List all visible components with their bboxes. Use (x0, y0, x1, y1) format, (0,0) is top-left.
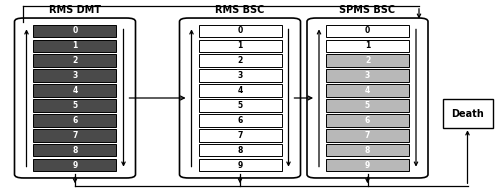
FancyBboxPatch shape (34, 84, 116, 97)
FancyBboxPatch shape (14, 18, 136, 178)
Text: 2: 2 (238, 56, 242, 65)
FancyBboxPatch shape (34, 159, 116, 171)
FancyBboxPatch shape (198, 54, 281, 67)
Text: 2: 2 (365, 56, 370, 65)
Text: 5: 5 (72, 101, 78, 110)
Text: 8: 8 (238, 146, 242, 155)
FancyBboxPatch shape (326, 114, 409, 127)
Text: 6: 6 (238, 116, 242, 125)
FancyBboxPatch shape (34, 25, 116, 37)
FancyBboxPatch shape (326, 129, 409, 142)
FancyBboxPatch shape (198, 144, 281, 156)
Text: 8: 8 (72, 146, 78, 155)
FancyBboxPatch shape (198, 159, 281, 171)
FancyBboxPatch shape (326, 25, 409, 37)
Text: 3: 3 (365, 71, 370, 80)
FancyBboxPatch shape (34, 40, 116, 52)
FancyBboxPatch shape (198, 129, 281, 142)
Text: 6: 6 (72, 116, 78, 125)
FancyBboxPatch shape (180, 18, 300, 178)
Text: 1: 1 (72, 41, 78, 50)
FancyBboxPatch shape (326, 40, 409, 52)
Text: 7: 7 (72, 131, 78, 140)
Text: 9: 9 (365, 161, 370, 170)
Text: 7: 7 (238, 131, 242, 140)
Text: 3: 3 (238, 71, 242, 80)
Text: 4: 4 (365, 86, 370, 95)
FancyBboxPatch shape (34, 54, 116, 67)
FancyBboxPatch shape (326, 54, 409, 67)
FancyBboxPatch shape (198, 40, 281, 52)
FancyBboxPatch shape (34, 114, 116, 127)
FancyBboxPatch shape (34, 144, 116, 156)
Text: Death: Death (451, 109, 484, 119)
Text: RMS DMT: RMS DMT (49, 5, 101, 15)
FancyBboxPatch shape (34, 129, 116, 142)
Text: 0: 0 (238, 26, 242, 35)
FancyBboxPatch shape (198, 99, 281, 112)
Text: 0: 0 (72, 26, 78, 35)
FancyBboxPatch shape (326, 69, 409, 82)
FancyBboxPatch shape (34, 99, 116, 112)
FancyBboxPatch shape (198, 25, 281, 37)
Text: 6: 6 (365, 116, 370, 125)
Text: 0: 0 (365, 26, 370, 35)
FancyBboxPatch shape (326, 144, 409, 156)
Text: 9: 9 (238, 161, 242, 170)
FancyBboxPatch shape (34, 69, 116, 82)
FancyBboxPatch shape (198, 114, 281, 127)
Text: 5: 5 (238, 101, 242, 110)
FancyBboxPatch shape (442, 99, 492, 128)
Text: 4: 4 (72, 86, 78, 95)
FancyBboxPatch shape (198, 84, 281, 97)
Text: 1: 1 (365, 41, 370, 50)
FancyBboxPatch shape (326, 99, 409, 112)
Text: 9: 9 (72, 161, 78, 170)
Text: RMS BSC: RMS BSC (216, 5, 264, 15)
Text: 7: 7 (365, 131, 370, 140)
Text: 5: 5 (365, 101, 370, 110)
FancyBboxPatch shape (198, 69, 281, 82)
Text: 4: 4 (238, 86, 242, 95)
Text: 2: 2 (72, 56, 78, 65)
Text: 8: 8 (365, 146, 370, 155)
FancyBboxPatch shape (307, 18, 428, 178)
Text: 3: 3 (72, 71, 78, 80)
Text: SPMS BSC: SPMS BSC (340, 5, 396, 15)
FancyBboxPatch shape (326, 159, 409, 171)
FancyBboxPatch shape (326, 84, 409, 97)
Text: 1: 1 (238, 41, 242, 50)
